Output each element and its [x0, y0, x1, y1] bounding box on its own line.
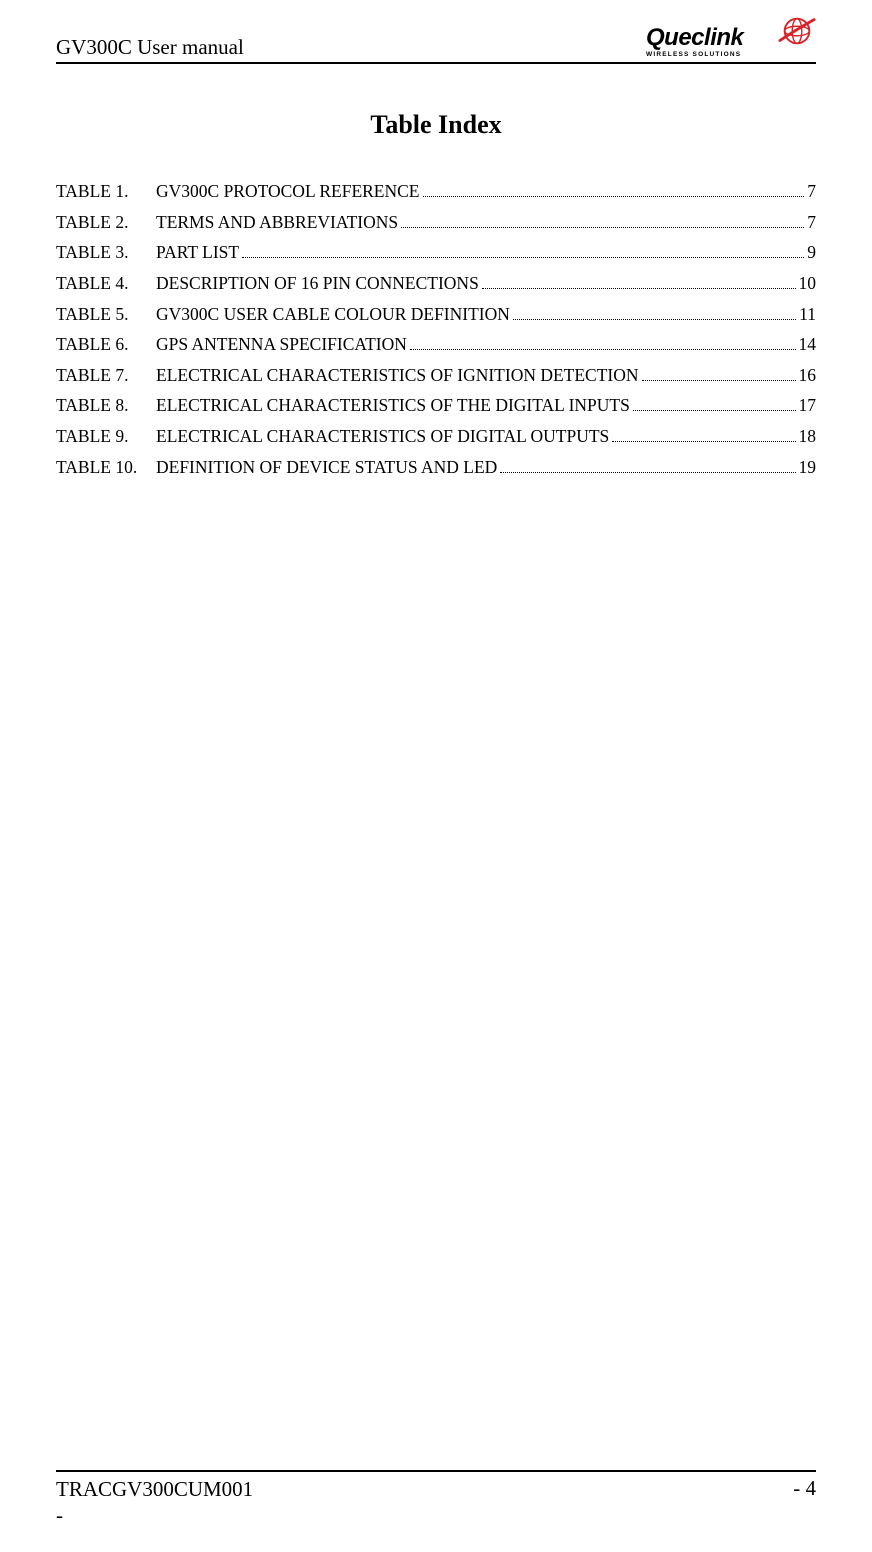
- table-index-list: TABLE 1.GV300C PROTOCOL REFERENCE7TABLE …: [56, 176, 816, 482]
- toc-leader-dots: [401, 227, 804, 228]
- section-heading: Table Index: [56, 110, 816, 140]
- toc-title: ELECTRICAL CHARACTERISTICS OF THE DIGITA…: [156, 390, 630, 421]
- toc-row: TABLE 5.GV300C USER CABLE COLOUR DEFINIT…: [56, 299, 816, 330]
- toc-page-number: 18: [799, 421, 817, 452]
- toc-leader-dots: [423, 196, 805, 197]
- toc-title: GPS ANTENNA SPECIFICATION: [156, 329, 407, 360]
- toc-page-number: 7: [807, 207, 816, 238]
- toc-leader-dots: [513, 319, 796, 320]
- toc-label: TABLE 9.: [56, 421, 156, 452]
- toc-title-wrap: DEFINITION OF DEVICE STATUS AND LED 19: [156, 452, 816, 483]
- toc-page-number: 7: [807, 176, 816, 207]
- toc-leader-dots: [500, 472, 795, 473]
- toc-page-number: 9: [807, 237, 816, 268]
- toc-title: GV300C PROTOCOL REFERENCE: [156, 176, 420, 207]
- toc-row: TABLE 8.ELECTRICAL CHARACTERISTICS OF TH…: [56, 390, 816, 421]
- toc-row: TABLE 10.DEFINITION OF DEVICE STATUS AND…: [56, 452, 816, 483]
- toc-label: TABLE 3.: [56, 237, 156, 268]
- toc-label: TABLE 10.: [56, 452, 156, 483]
- toc-label: TABLE 4.: [56, 268, 156, 299]
- toc-title-wrap: DESCRIPTION OF 16 PIN CONNECTIONS 10: [156, 268, 816, 299]
- toc-title: ELECTRICAL CHARACTERISTICS OF DIGITAL OU…: [156, 421, 609, 452]
- header-title: GV300C User manual: [56, 35, 244, 60]
- page-header: GV300C User manual Queclink WIRELESS SOL…: [56, 16, 816, 64]
- page-content: Table Index TABLE 1.GV300C PROTOCOL REFE…: [56, 64, 816, 1470]
- toc-label: TABLE 7.: [56, 360, 156, 391]
- toc-title-wrap: GV300C PROTOCOL REFERENCE 7: [156, 176, 816, 207]
- toc-title: TERMS AND ABBREVIATIONS: [156, 207, 398, 238]
- toc-row: TABLE 9.ELECTRICAL CHARACTERISTICS OF DI…: [56, 421, 816, 452]
- toc-row: TABLE 2.TERMS AND ABBREVIATIONS 7: [56, 207, 816, 238]
- toc-title-wrap: GV300C USER CABLE COLOUR DEFINITION 11: [156, 299, 816, 330]
- toc-row: TABLE 4.DESCRIPTION OF 16 PIN CONNECTION…: [56, 268, 816, 299]
- toc-row: TABLE 3.PART LIST 9: [56, 237, 816, 268]
- toc-row: TABLE 6.GPS ANTENNA SPECIFICATION 14: [56, 329, 816, 360]
- footer-doc-id: TRACGV300CUM001 -: [56, 1476, 253, 1529]
- toc-leader-dots: [482, 288, 796, 289]
- toc-page-number: 10: [799, 268, 817, 299]
- toc-title: DESCRIPTION OF 16 PIN CONNECTIONS: [156, 268, 479, 299]
- toc-page-number: 17: [799, 390, 817, 421]
- footer-page-number: - 4: [793, 1476, 816, 1501]
- toc-page-number: 14: [799, 329, 817, 360]
- toc-row: TABLE 7.ELECTRICAL CHARACTERISTICS OF IG…: [56, 360, 816, 391]
- toc-page-number: 16: [799, 360, 817, 391]
- toc-title: GV300C USER CABLE COLOUR DEFINITION: [156, 299, 510, 330]
- toc-label: TABLE 8.: [56, 390, 156, 421]
- toc-leader-dots: [633, 410, 796, 411]
- toc-title-wrap: ELECTRICAL CHARACTERISTICS OF DIGITAL OU…: [156, 421, 816, 452]
- toc-page-number: 11: [799, 299, 816, 330]
- toc-title-wrap: GPS ANTENNA SPECIFICATION 14: [156, 329, 816, 360]
- toc-title-wrap: PART LIST 9: [156, 237, 816, 268]
- toc-title: DEFINITION OF DEVICE STATUS AND LED: [156, 452, 497, 483]
- page: GV300C User manual Queclink WIRELESS SOL…: [0, 0, 872, 1552]
- toc-leader-dots: [642, 380, 796, 381]
- toc-leader-dots: [410, 349, 796, 350]
- toc-title: ELECTRICAL CHARACTERISTICS OF IGNITION D…: [156, 360, 639, 391]
- toc-label: TABLE 5.: [56, 299, 156, 330]
- toc-row: TABLE 1.GV300C PROTOCOL REFERENCE 7: [56, 176, 816, 207]
- brand-logo: Queclink WIRELESS SOLUTIONS: [646, 16, 816, 60]
- toc-leader-dots: [612, 441, 795, 442]
- brand-logo-tagline: WIRELESS SOLUTIONS: [646, 51, 743, 58]
- toc-page-number: 19: [799, 452, 817, 483]
- toc-title: PART LIST: [156, 237, 239, 268]
- page-footer: TRACGV300CUM001 - - 4: [56, 1470, 816, 1529]
- toc-title-wrap: ELECTRICAL CHARACTERISTICS OF IGNITION D…: [156, 360, 816, 391]
- toc-label: TABLE 2.: [56, 207, 156, 238]
- globe-swoosh-icon: [778, 12, 816, 50]
- footer-doc-id-line2: -: [56, 1503, 63, 1527]
- toc-leader-dots: [242, 257, 804, 258]
- toc-label: TABLE 6.: [56, 329, 156, 360]
- footer-doc-id-line1: TRACGV300CUM001: [56, 1477, 253, 1501]
- toc-title-wrap: TERMS AND ABBREVIATIONS 7: [156, 207, 816, 238]
- brand-logo-name: Queclink: [646, 26, 743, 50]
- brand-logo-text: Queclink WIRELESS SOLUTIONS: [646, 26, 743, 58]
- toc-title-wrap: ELECTRICAL CHARACTERISTICS OF THE DIGITA…: [156, 390, 816, 421]
- toc-label: TABLE 1.: [56, 176, 156, 207]
